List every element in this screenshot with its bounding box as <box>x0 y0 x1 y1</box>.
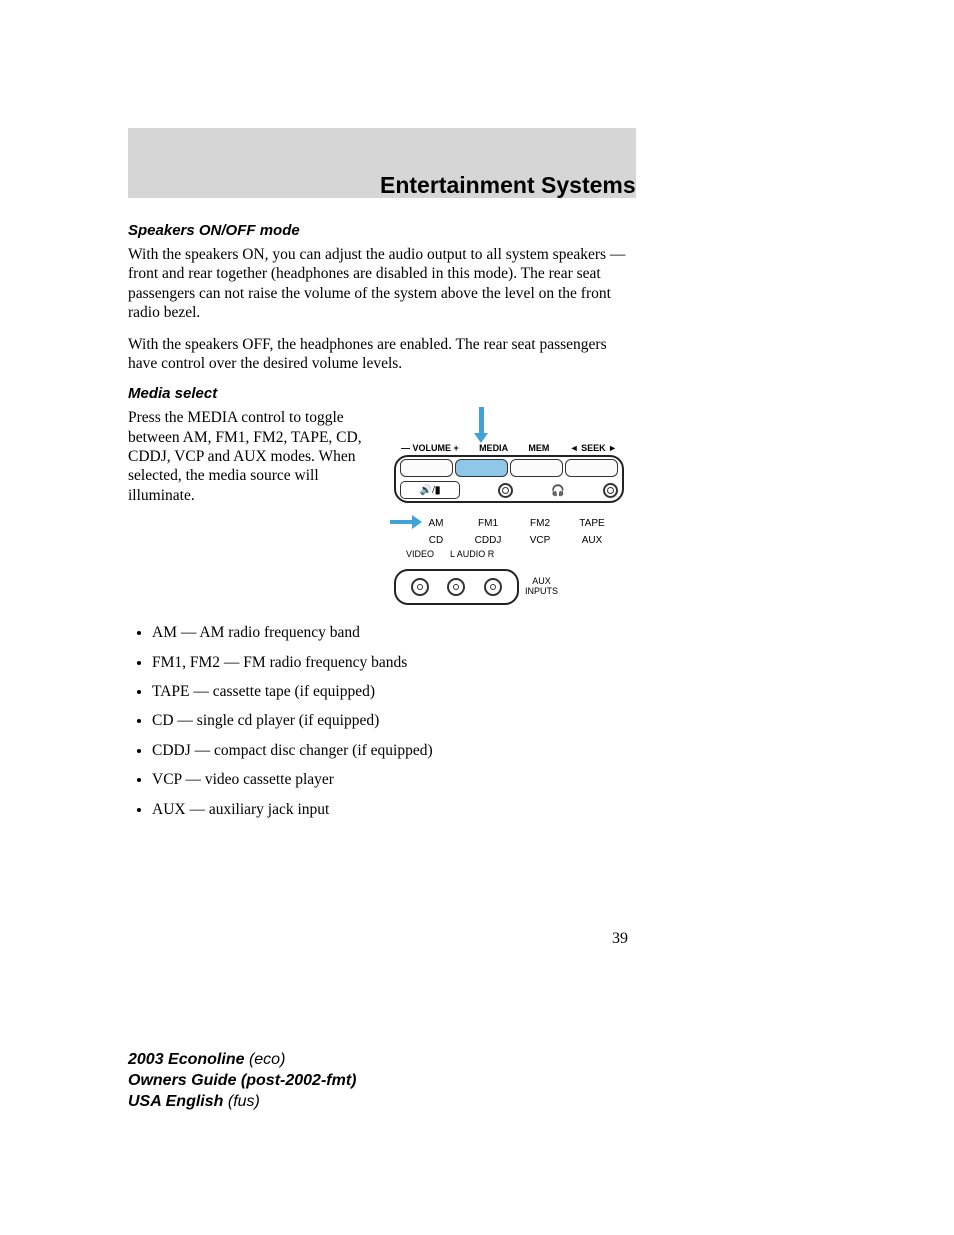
media-grid-row-1: AM FM1 FM2 TAPE <box>414 515 614 532</box>
bullet-am: AM — AM radio frequency band <box>152 623 636 642</box>
seek-label: ◄ SEEK ► <box>570 443 617 453</box>
footer: 2003 Econoline (eco) Owners Guide (post-… <box>128 1050 356 1112</box>
panel-top-labels: — VOLUME + MEDIA MEM ◄ SEEK ► <box>394 443 624 455</box>
aux-labels: VIDEO L AUDIO R <box>394 549 636 559</box>
content: Speakers ON/OFF mode With the speakers O… <box>128 222 636 829</box>
src-fm1: FM1 <box>468 518 508 529</box>
speakers-para-2: With the speakers OFF, the headphones ar… <box>128 335 636 374</box>
media-bullet-list: AM — AM radio frequency band FM1, FM2 — … <box>152 623 636 819</box>
src-am: AM <box>416 518 456 529</box>
bullet-fm: FM1, FM2 — FM radio frequency bands <box>152 653 636 672</box>
knob-1 <box>498 483 513 498</box>
footer-line-3: USA English (fus) <box>128 1092 356 1113</box>
aux-audio-label: L AUDIO R <box>450 549 494 559</box>
src-cd: CD <box>416 535 456 546</box>
headphone-icon: 🎧 <box>551 484 565 497</box>
src-aux: AUX <box>572 535 612 546</box>
panel-lower-row: 🔊/▮ 🎧 <box>400 481 618 499</box>
media-heading: Media select <box>128 385 636 402</box>
speakers-para-1: With the speakers ON, you can adjust the… <box>128 245 636 323</box>
speaker-toggle-icon: 🔊/▮ <box>400 481 460 499</box>
aux-panel-wrap: AUX INPUTS <box>394 569 636 605</box>
jack-audio-r <box>484 578 502 596</box>
page-title: Entertainment Systems <box>380 172 636 199</box>
bullet-cd: CD — single cd player (if equipped) <box>152 711 636 730</box>
mem-label: MEM <box>528 443 549 453</box>
src-vcp: VCP <box>520 535 560 546</box>
control-panel: — VOLUME + MEDIA MEM ◄ SEEK ► 🔊/▮ <box>394 443 624 503</box>
jack-video <box>411 578 429 596</box>
control-panel-diagram: — VOLUME + MEDIA MEM ◄ SEEK ► 🔊/▮ <box>394 408 636 605</box>
media-source-grid: AM FM1 FM2 TAPE CD CDDJ VCP AUX <box>414 515 614 549</box>
media-label: MEDIA <box>479 443 508 453</box>
bullet-cddj: CDDJ — compact disc changer (if equipped… <box>152 741 636 760</box>
aux-video-label: VIDEO <box>406 549 434 559</box>
bullet-vcp: VCP — video cassette player <box>152 770 636 789</box>
footer-line-2: Owners Guide (post-2002-fmt) <box>128 1071 356 1092</box>
bullet-aux: AUX — auxiliary jack input <box>152 800 636 819</box>
panel-body: 🔊/▮ 🎧 <box>394 455 624 503</box>
volume-button <box>400 459 453 477</box>
button-row <box>400 459 618 477</box>
speakers-heading: Speakers ON/OFF mode <box>128 222 636 239</box>
volume-label: — VOLUME + <box>401 443 459 453</box>
jack-audio-l <box>447 578 465 596</box>
footer-line-1: 2003 Econoline (eco) <box>128 1050 356 1071</box>
aux-panel <box>394 569 519 605</box>
media-para: Press the MEDIA control to toggle betwee… <box>128 408 378 605</box>
mem-button <box>510 459 563 477</box>
seek-button <box>565 459 618 477</box>
aux-section: VIDEO L AUDIO R AUX INPUTS <box>394 549 636 605</box>
src-tape: TAPE <box>572 518 612 529</box>
arrow-am-indicator <box>390 520 414 524</box>
page-number: 39 <box>612 930 628 948</box>
src-fm2: FM2 <box>520 518 560 529</box>
src-cddj: CDDJ <box>468 535 508 546</box>
knob-2 <box>603 483 618 498</box>
media-row: Press the MEDIA control to toggle betwee… <box>128 408 636 605</box>
bullet-tape: TAPE — cassette tape (if equipped) <box>152 682 636 701</box>
media-button <box>455 459 508 477</box>
media-grid-row-2: CD CDDJ VCP AUX <box>414 532 614 549</box>
arrow-media-indicator <box>479 407 484 435</box>
aux-inputs-label: AUX INPUTS <box>525 577 558 597</box>
